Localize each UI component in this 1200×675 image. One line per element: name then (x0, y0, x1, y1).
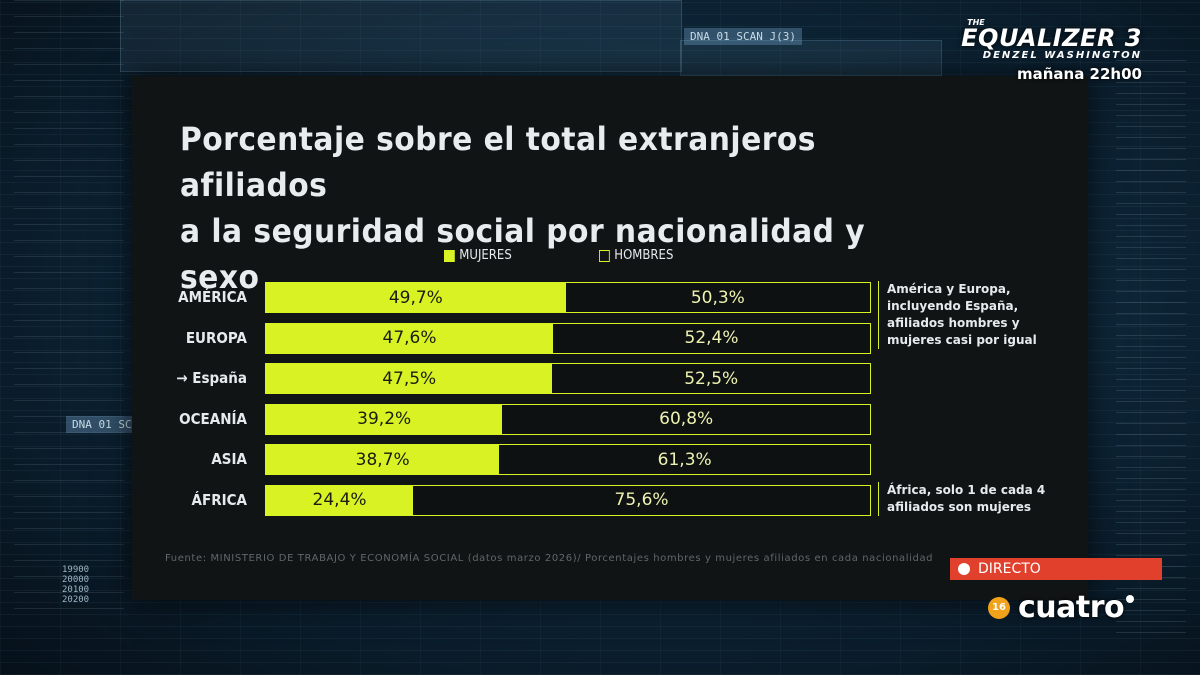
value-label-hombres: 61,3% (657, 449, 712, 470)
value-label-mujeres: 39,2% (357, 409, 412, 429)
chart-title-line-2: a la seguridad social por nacionalidad y… (180, 212, 866, 296)
value-label-hombres: 52,4% (684, 328, 739, 348)
age-rating-badge: 16 (988, 596, 1010, 619)
channel-name: cuatro (1018, 590, 1125, 625)
background-data-column-right (1116, 60, 1186, 635)
bar-mujeres (266, 485, 414, 515)
show-promo: THE EQUALIZER 3 DENZEL WASHINGTON mañana… (961, 18, 1142, 83)
bar-mujeres (266, 323, 554, 353)
background-number: 19900 (62, 565, 90, 575)
background-data-column-left (14, 0, 124, 615)
bar-mujeres (266, 445, 500, 474)
chart-title-line-1: Porcentaje sobre el total extranjeros af… (180, 120, 816, 204)
bar-row: 47,5% 52,5% (265, 363, 871, 394)
legend-label-mujeres: MUJERES (459, 248, 512, 263)
category-label: → España (176, 369, 247, 387)
legend-swatch-filled (444, 249, 455, 262)
annotation-line: afiliados hombres y (887, 316, 1020, 330)
annotation-america-europa: América y Europa, incluyendo España, afi… (878, 281, 1037, 349)
background-numbers: 19900 20000 20100 20200 (62, 565, 89, 605)
bar-mujeres (266, 283, 566, 312)
promo-time: mañana 22h00 (1016, 65, 1142, 83)
legend-item-hombres: HOMBRES (599, 248, 673, 263)
scan-label-left: DNA 01 SCAN (66, 416, 151, 433)
value-label-mujeres: 38,7% (355, 449, 410, 470)
chart-title: Porcentaje sobre el total extranjeros af… (180, 116, 943, 300)
live-label: DIRECTO (978, 561, 1041, 577)
promo-show-title: EQUALIZER 3 (961, 24, 1142, 52)
promo-actor: DENZEL WASHINGTON (982, 50, 1142, 61)
bar-row: 49,7% 50,3% (265, 282, 871, 313)
annotation-line: América y Europa, (887, 282, 1011, 296)
value-label-mujeres: 47,5% (382, 368, 437, 389)
category-label: OCEANÍA (179, 409, 247, 428)
value-label-hombres: 60,8% (659, 409, 714, 429)
promo-the: THE (967, 18, 985, 27)
value-label-hombres: 75,6% (614, 490, 669, 510)
legend-item-mujeres: MUJERES (444, 248, 512, 263)
background-scan-panel (680, 40, 942, 76)
live-badge: DIRECTO (950, 558, 1162, 580)
value-label-mujeres: 49,7% (388, 287, 443, 308)
bar-row: 39,2% 60,8% (265, 403, 871, 435)
legend-label-hombres: HOMBRES (614, 248, 674, 263)
background-number: 20000 (62, 575, 90, 585)
background-data-table (120, 0, 682, 72)
background-number: 20200 (62, 595, 90, 605)
bar-row: 38,7% 61,3% (265, 444, 871, 475)
value-label-mujeres: 24,4% (312, 490, 367, 510)
value-label-hombres: 50,3% (690, 287, 745, 308)
annotation-line: África, solo 1 de cada 4 (887, 483, 1046, 497)
annotation-line: afiliados son mujeres (887, 500, 1032, 514)
chart-source: Fuente: MINISTERIO DE TRABAJO Y ECONOMÍA… (165, 553, 934, 564)
value-label-hombres: 52,5% (684, 368, 739, 389)
channel-logo: 16 cuatro (988, 590, 1135, 625)
annotation-line: incluyendo España, (887, 299, 1019, 313)
category-label: ASIA (211, 450, 247, 468)
bar-mujeres (266, 404, 503, 434)
category-label: EUROPA (185, 328, 247, 347)
bar-mujeres (266, 364, 553, 393)
annotation-line: mujeres casi por igual (887, 333, 1037, 347)
annotation-africa: África, solo 1 de cada 4 afiliados son m… (878, 482, 1045, 516)
category-label: AMÉRICA (178, 288, 247, 306)
scan-label-top: DNA 01 SCAN J(3) (684, 28, 802, 45)
category-label: ÁFRICA (191, 490, 247, 509)
bar-row: 47,6% 52,4% (265, 322, 871, 354)
channel-logo-dot-icon (1126, 594, 1135, 603)
background-number: 20100 (62, 585, 90, 595)
value-label-mujeres: 47,6% (382, 328, 437, 348)
legend-swatch-outline (599, 249, 610, 262)
bar-row: 24,4% 75,6% (265, 484, 871, 516)
chart-panel: Porcentaje sobre el total extranjeros af… (132, 76, 1088, 600)
live-dot-icon (958, 563, 970, 575)
